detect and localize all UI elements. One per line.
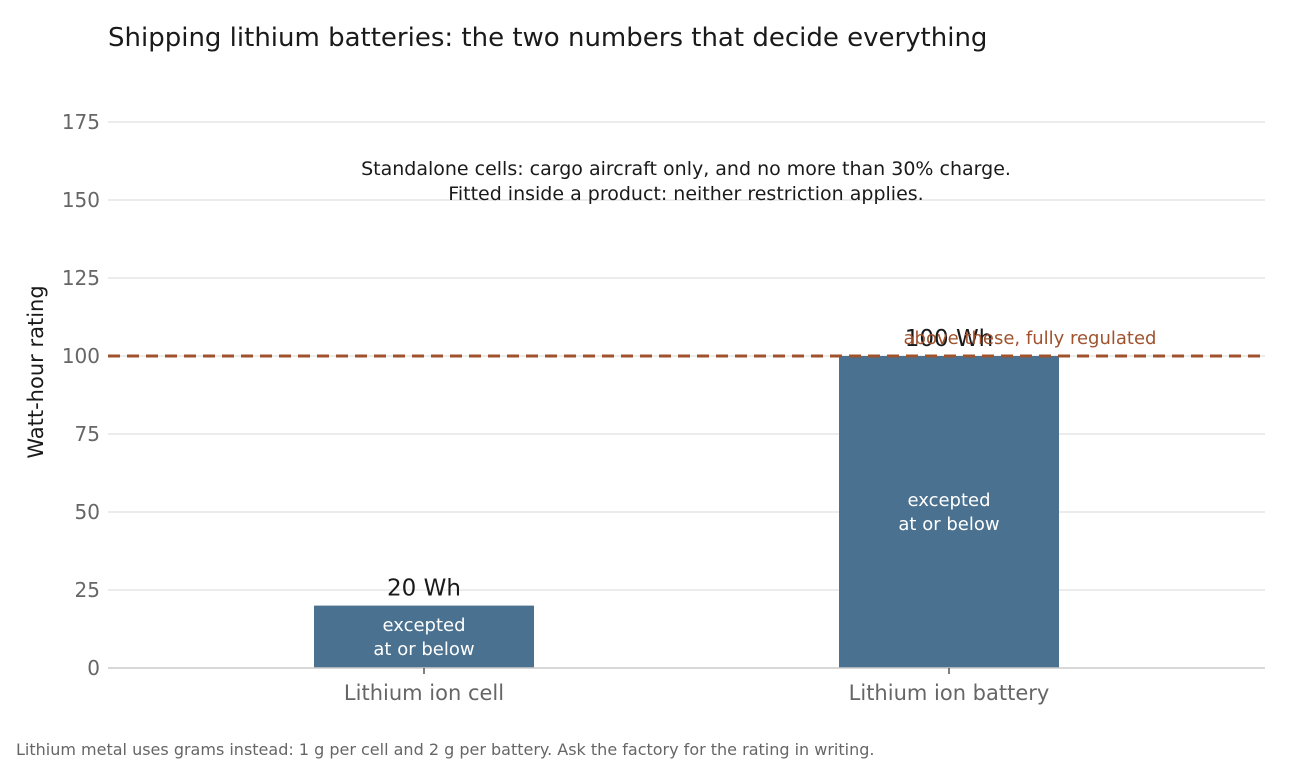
x-axis: Lithium ion cell Lithium ion battery (108, 667, 1265, 705)
y-tick-label: 150 (62, 188, 100, 212)
bar-inside-label: excepted (907, 490, 990, 511)
bar-inside-label: excepted (382, 615, 465, 636)
y-tick-label: 0 (87, 656, 100, 680)
threshold-label: above these, fully regulated (904, 328, 1157, 349)
y-tick-label: 25 (75, 578, 100, 602)
x-category-label: Lithium ion cell (344, 681, 504, 705)
y-tick-label: 75 (75, 422, 100, 446)
annotation-box: Standalone cells: cargo aircraft only, a… (361, 158, 1011, 205)
chart-caption: Lithium metal uses grams instead: 1 g pe… (16, 740, 874, 759)
x-category-label: Lithium ion battery (849, 681, 1050, 705)
bar (314, 605, 534, 668)
bars: 20 Wh excepted at or below 100 Wh excepted at… (314, 326, 1059, 668)
bar-value-label: 100 Wh (905, 326, 994, 352)
chart-title: Shipping lithium batteries: the two numb… (108, 23, 987, 53)
y-tick-label: 125 (62, 266, 100, 290)
bar-value-label: 20 Wh (387, 576, 461, 602)
annotation-line: Standalone cells: cargo aircraft only, a… (361, 158, 1011, 180)
y-tick-label: 50 (75, 500, 100, 524)
annotation-line: Fitted inside a product: neither restric… (448, 183, 923, 205)
bar (839, 356, 1059, 668)
y-axis-title: Watt-hour rating (24, 285, 48, 458)
y-tick-label: 100 (62, 344, 100, 368)
threshold: above these, fully regulated (108, 328, 1265, 358)
y-tick-label: 175 (62, 110, 100, 134)
bar-inside-label: at or below (898, 514, 999, 535)
y-axis: 0 25 50 75 100 125 150 175 (62, 110, 100, 680)
bar-inside-label: at or below (373, 639, 474, 660)
